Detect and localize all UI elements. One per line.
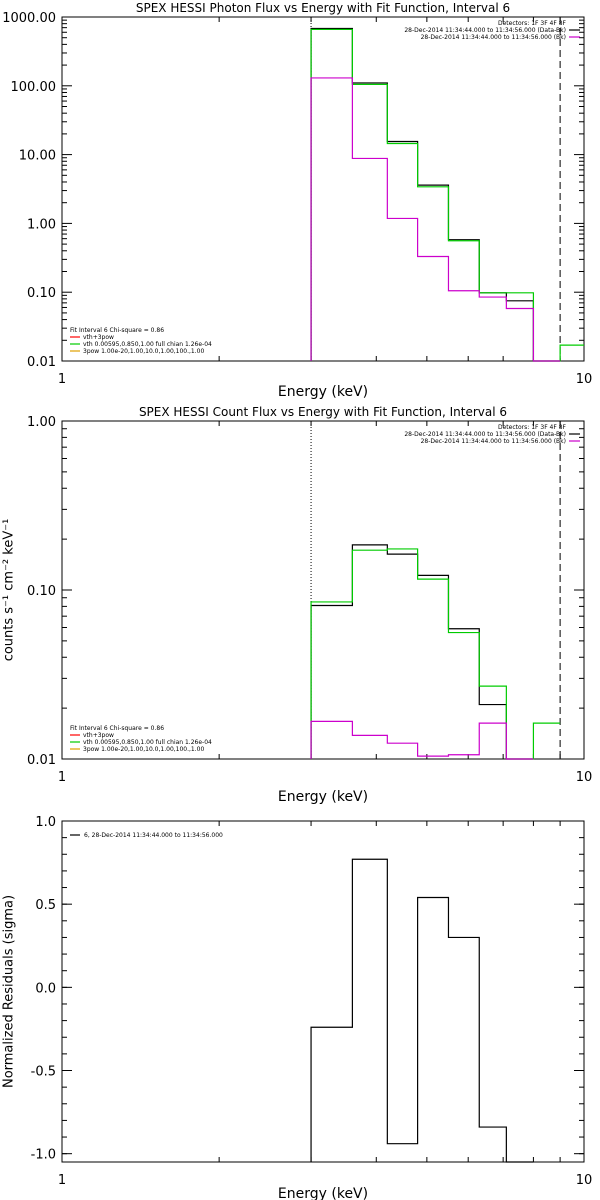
series-3-step-line (310, 720, 534, 760)
legend-top-text: 28-Dec-2014 11:34:44.000 to 11:34:56.000… (404, 27, 566, 34)
y-tick-label: 1000.00 (2, 11, 56, 26)
legend-top-text: Detectors: 1F 3F 4F 8F (498, 20, 567, 27)
y-tick-label: 0.01 (27, 355, 56, 370)
series-1-step-line (310, 544, 534, 760)
y-tick-label: 0.10 (27, 286, 56, 301)
x-tick-label: 10 (576, 1173, 593, 1188)
legend-top-text: Detectors: 1F 3F 4F 8F (498, 424, 567, 431)
y-tick-label: 1.00 (27, 415, 56, 430)
x-tick-label: 10 (576, 770, 593, 785)
x-tick-label: 10 (576, 372, 593, 387)
x-axis-label: Energy (keV) (278, 384, 368, 400)
y-tick-label: 0.5 (35, 898, 56, 913)
y-axis-label: Normalized Residuals (sigma) (2, 895, 17, 1088)
legend-bottom-text: vth+3pow (83, 334, 114, 341)
x-tick-label: 1 (58, 770, 66, 785)
chart-title: SPEX HESSI Photon Flux vs Energy with Fi… (136, 1, 510, 15)
series-3-step-line (310, 77, 561, 362)
legend-top-text: 28-Dec-2014 11:34:44.000 to 11:34:56.000… (421, 34, 566, 41)
series-2-step-line (310, 548, 561, 760)
chart-panel-3: -1.0 -0.5 0.0 0.5 1.0 1 10 Energy (keV) Normaliz… (2, 815, 593, 1200)
y-tick-label: 0.01 (27, 753, 56, 768)
series-1-step-line (310, 858, 534, 1163)
legend-bottom-text: Fit Interval 6 Chi-square = 0.86 (70, 725, 164, 732)
y-tick-label: 1.0 (35, 815, 56, 830)
y-tick-label: 100.00 (11, 80, 57, 95)
legend-bottom-text: Fit Interval 6 Chi-square = 0.86 (70, 327, 164, 334)
y-tick-label: 1.00 (27, 217, 56, 232)
legend-bottom-text: 3pow 1.00e-20,1.00,10.0,1.00,100.,1.00 (83, 348, 204, 355)
chart-panel-2: SPEX HESSI Count Flux vs Energy with Fit… (2, 405, 593, 805)
x-axis-label: Energy (keV) (278, 1186, 368, 1200)
x-axis-label: Energy (keV) (278, 789, 368, 805)
y-axis-label: counts s⁻¹ cm⁻² keV⁻¹ (2, 519, 17, 662)
y-tick-label: 10.00 (19, 149, 56, 164)
legend-bottom-text: vth 0.00595,0.850,1.00 full chian 1.26e-… (83, 341, 212, 348)
chart-title: SPEX HESSI Count Flux vs Energy with Fit… (139, 405, 507, 419)
y-tick-label: -0.5 (31, 1065, 56, 1080)
x-tick-label: 1 (58, 372, 66, 387)
y-tick-label: -1.0 (31, 1148, 56, 1163)
legend-top-text: 28-Dec-2014 11:34:44.000 to 11:34:56.000… (404, 431, 566, 438)
x-tick-label: 1 (58, 1173, 66, 1188)
legend-bottom-text: 3pow 1.00e-20,1.00,10.0,1.00,100.,1.00 (83, 746, 204, 753)
plot-frame (61, 16, 585, 362)
legend-top-text: 28-Dec-2014 11:34:44.000 to 11:34:56.000… (421, 438, 566, 445)
legend-bottom-text: vth 0.00595,0.850,1.00 full chian 1.26e-… (83, 739, 212, 746)
y-tick-label: 0.10 (27, 584, 56, 599)
plot-frame (61, 820, 585, 1163)
legend-text: 6, 28-Dec-2014 11:34:44.000 to 11:34:56.… (84, 832, 223, 839)
legend-bottom-text: vth+3pow (83, 732, 114, 739)
y-tick-label: 0.0 (35, 981, 56, 996)
chart-panel-1: SPEX HESSI Photon Flux vs Energy with Fi… (2, 1, 592, 400)
plot-frame (61, 420, 585, 760)
